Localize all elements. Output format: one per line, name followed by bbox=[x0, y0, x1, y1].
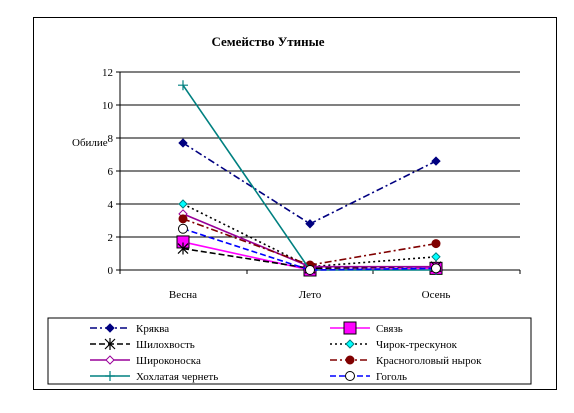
legend-item: Хохлатая чернеть bbox=[90, 371, 218, 383]
legend-marker bbox=[345, 371, 355, 381]
legend-item: Шилохвость bbox=[90, 338, 195, 351]
data-point bbox=[431, 263, 441, 274]
data-point bbox=[431, 252, 441, 262]
y-axis-label: Обилие bbox=[72, 137, 108, 149]
data-point bbox=[178, 199, 188, 209]
data-point bbox=[431, 156, 441, 166]
series-8 bbox=[178, 223, 441, 275]
data-point bbox=[178, 80, 188, 91]
legend-item: Связь bbox=[330, 321, 403, 335]
legend-item: Чирок-трескунок bbox=[330, 339, 458, 351]
legend-label: Гоголь bbox=[376, 371, 407, 383]
legend-label: Чирок-трескунок bbox=[376, 339, 458, 351]
legend-label: Кряква bbox=[136, 323, 169, 335]
legend-label: Связь bbox=[376, 323, 403, 335]
data-point bbox=[178, 223, 188, 234]
data-point bbox=[177, 242, 189, 255]
legend-label: Широконоска bbox=[136, 355, 201, 367]
x-tick-label: Лето bbox=[299, 289, 322, 301]
x-tick-label: Осень bbox=[422, 289, 451, 301]
legend-item: Гоголь bbox=[330, 371, 407, 383]
legend-label: Красноголовый нырок bbox=[376, 355, 482, 367]
legend-label: Шилохвость bbox=[136, 339, 195, 351]
y-tick-label: 4 bbox=[108, 199, 114, 211]
legend-marker bbox=[105, 371, 115, 381]
series-line bbox=[182, 227, 437, 271]
y-tick-label: 2 bbox=[108, 232, 114, 244]
y-tick-label: 10 bbox=[102, 100, 114, 112]
legend-box bbox=[47, 317, 532, 385]
data-point bbox=[178, 138, 188, 148]
legend-marker bbox=[343, 321, 357, 335]
legend-marker bbox=[345, 355, 355, 365]
legend-marker bbox=[105, 355, 115, 365]
x-tick-label: Весна bbox=[169, 289, 197, 301]
data-point bbox=[178, 214, 188, 224]
series-1 bbox=[178, 138, 441, 229]
legend-marker bbox=[105, 323, 115, 333]
legend-marker bbox=[345, 339, 355, 349]
data-point bbox=[305, 265, 315, 275]
chart-title: Семейство Утиные bbox=[211, 34, 324, 49]
y-tick-label: 0 bbox=[108, 265, 114, 277]
legend-label: Хохлатая чернеть bbox=[136, 371, 218, 383]
y-tick-label: 8 bbox=[108, 133, 114, 145]
y-tick-label: 6 bbox=[108, 166, 114, 178]
data-point bbox=[305, 219, 315, 229]
legend-item: Кряква bbox=[90, 323, 169, 335]
data-point bbox=[431, 239, 441, 249]
legend-item: Красноголовый нырок bbox=[330, 355, 482, 367]
legend-marker bbox=[104, 338, 116, 350]
y-tick-label: 12 bbox=[102, 67, 113, 79]
legend-item: Широконоска bbox=[90, 355, 201, 367]
